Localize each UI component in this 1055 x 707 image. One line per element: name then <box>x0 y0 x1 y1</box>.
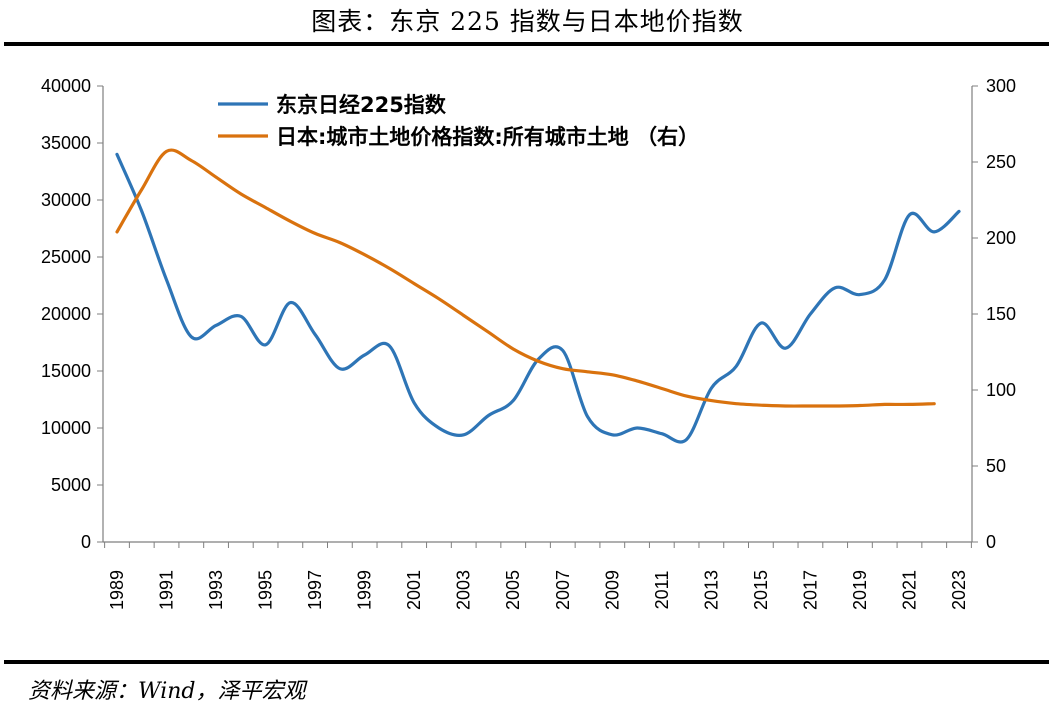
x-tick-label: 2007 <box>553 570 573 610</box>
x-tick-label: 2001 <box>404 570 424 610</box>
x-tick-label: 1989 <box>107 570 127 610</box>
left-tick-label: 0 <box>81 532 91 552</box>
x-tick-label: 1993 <box>206 570 226 610</box>
series-line-0 <box>115 152 961 444</box>
source-note: 资料来源：Wind，泽平宏观 <box>28 679 306 704</box>
x-tick-label: 2005 <box>503 570 523 610</box>
right-axis-ticks: 0 50 100 150 200 250 300 <box>972 76 1016 552</box>
left-tick-label: 10000 <box>41 418 91 438</box>
right-tick-label: 200 <box>986 228 1016 248</box>
x-tick-label: 2023 <box>949 570 969 610</box>
chart-title: 图表：东京 225 指数与日本地价指数 <box>311 7 744 36</box>
right-tick-label: 250 <box>986 152 1016 172</box>
left-tick-label: 25000 <box>41 247 91 267</box>
right-tick-label: 0 <box>986 532 996 552</box>
right-tick-label: 150 <box>986 304 1016 324</box>
left-tick-label: 40000 <box>41 76 91 96</box>
axes <box>102 86 973 543</box>
bottom-rule <box>4 660 1049 664</box>
left-tick-label: 5000 <box>51 475 91 495</box>
legend-label-0: 东京日经225指数 <box>276 93 447 117</box>
left-tick-label: 15000 <box>41 361 91 381</box>
x-axis-ticks: 1989 1991 1993 1995 1997 1999 2001 2003 2005 2007… <box>104 542 972 610</box>
series-lines <box>115 148 961 444</box>
x-tick-label: 2013 <box>701 570 721 610</box>
x-tick-label: 2017 <box>800 570 820 610</box>
series-line-1 <box>115 148 936 408</box>
x-tick-label: 1995 <box>256 570 276 610</box>
right-tick-label: 50 <box>986 456 1006 476</box>
x-tick-label: 2009 <box>602 570 622 610</box>
right-tick-label: 100 <box>986 380 1016 400</box>
legend-label-1: 日本:城市土地价格指数:所有城市土地 （右） <box>276 125 699 149</box>
right-tick-label: 300 <box>986 76 1016 96</box>
line-chart: 0 5000 10000 15000 20000 25000 30000 35000 40000… <box>41 76 1016 610</box>
x-tick-label: 1997 <box>305 570 325 610</box>
x-tick-label: 2021 <box>899 570 919 610</box>
left-tick-label: 35000 <box>41 133 91 153</box>
x-tick-label: 1991 <box>157 570 177 610</box>
top-rule <box>4 42 1049 46</box>
left-tick-label: 30000 <box>41 190 91 210</box>
left-axis-ticks: 0 5000 10000 15000 20000 25000 30000 35000 40000 <box>41 76 103 552</box>
left-tick-label: 20000 <box>41 304 91 324</box>
x-tick-label: 2011 <box>652 571 672 610</box>
x-tick-label: 1999 <box>355 570 375 610</box>
x-tick-label: 2015 <box>751 570 771 610</box>
x-tick-label: 2003 <box>454 570 474 610</box>
x-tick-label: 2019 <box>850 570 870 610</box>
